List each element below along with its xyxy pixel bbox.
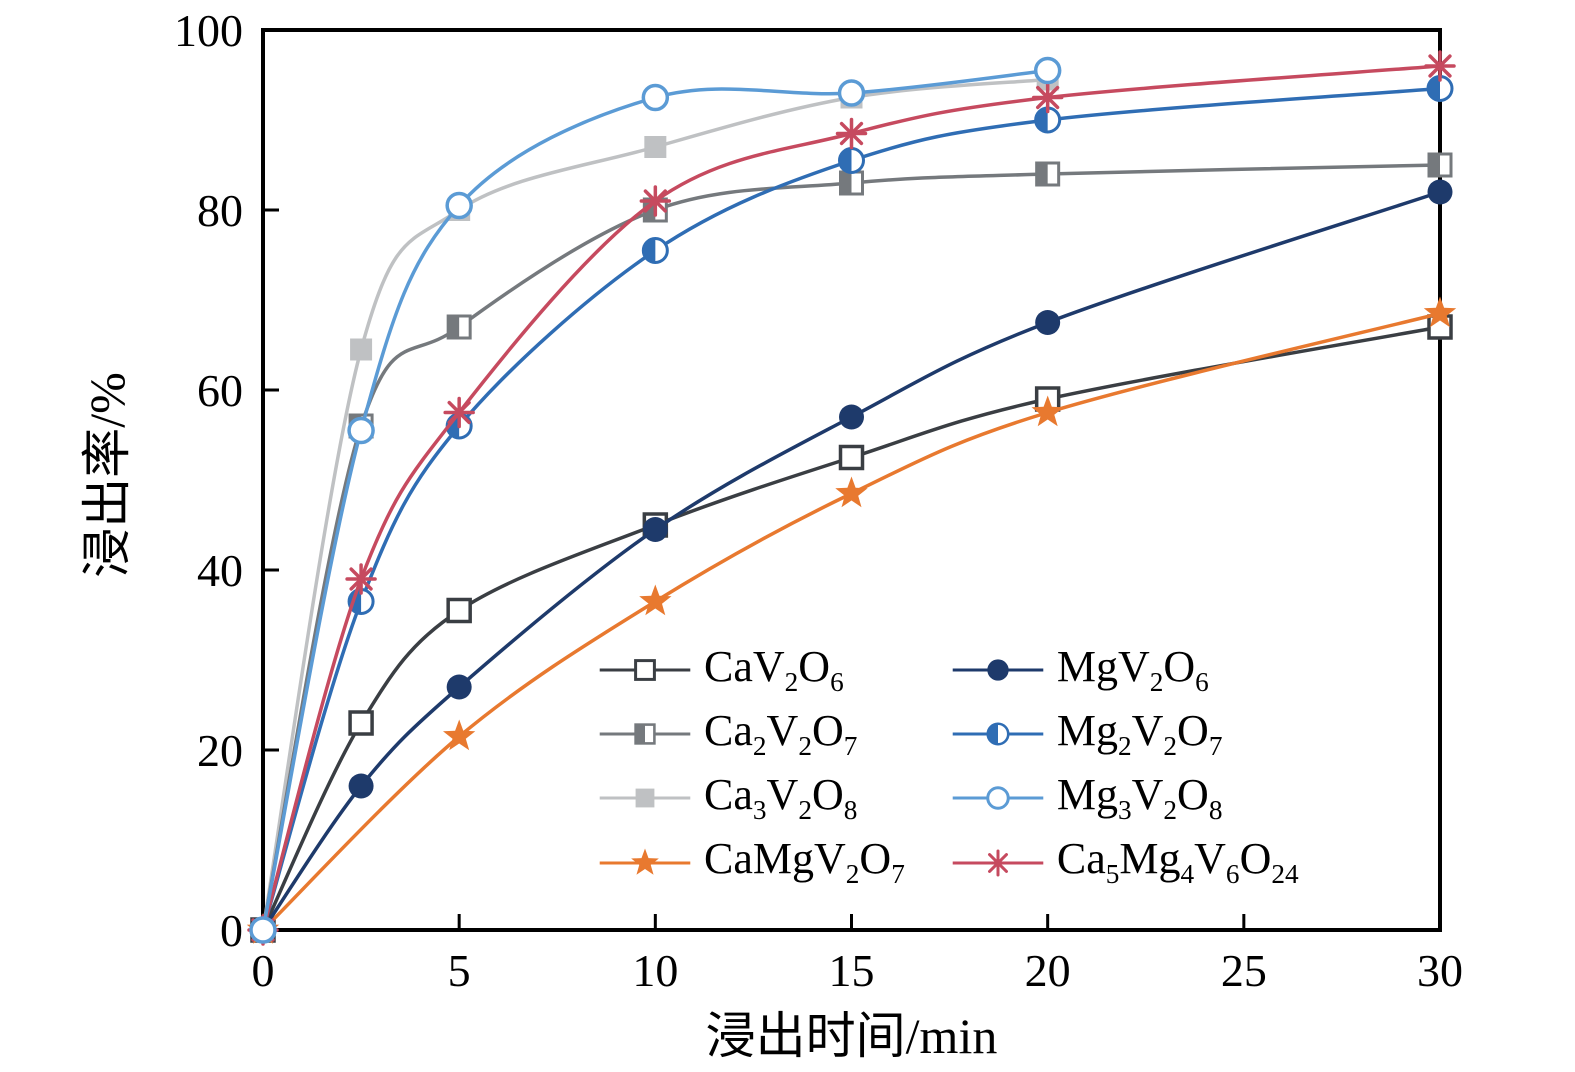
asterisk-marker-icon	[835, 117, 868, 150]
asterisk-marker-icon	[443, 396, 475, 429]
y-tick-label: 100	[174, 5, 243, 56]
y-tick-label: 20	[197, 725, 243, 776]
x-tick-label: 5	[448, 945, 471, 996]
asterisk-marker-icon	[1031, 81, 1064, 114]
open-circle-marker-icon	[347, 416, 375, 445]
asterisk-marker-icon	[1424, 50, 1456, 82]
x-tick-label: 0	[252, 945, 275, 996]
open-circle-marker-icon	[837, 79, 866, 107]
half-square-marker-icon	[1427, 152, 1453, 178]
filled-circle-marker-icon	[446, 674, 472, 700]
legend-label: MgV2O6	[1056, 642, 1209, 697]
filled-circle-marker-icon	[1035, 310, 1061, 335]
legend-label: Ca5Mg4V6O24	[1056, 834, 1299, 890]
filled-circle-marker-icon	[642, 517, 668, 542]
open-circle-marker-icon	[249, 916, 277, 944]
half-circle-marker-icon	[641, 237, 669, 264]
open-square-marker-icon	[348, 710, 374, 736]
legend-marker-icon	[599, 723, 691, 745]
star-marker-icon	[443, 719, 476, 751]
open-circle-marker-icon	[641, 83, 670, 112]
asterisk-marker-icon	[345, 563, 377, 595]
legend-marker-icon	[599, 659, 691, 681]
legend-label: Ca3V2O8	[704, 770, 858, 826]
open-square-marker-icon	[634, 659, 656, 681]
legend-marker-icon	[952, 722, 1044, 746]
star-marker-icon	[1031, 395, 1064, 427]
open-square-marker-icon	[838, 444, 865, 471]
series-line-CaMgV2O7	[261, 311, 1441, 932]
legend-label: Mg2V2O7	[1056, 706, 1223, 761]
x-tick-label: 15	[829, 945, 875, 996]
open-circle-marker-icon	[445, 191, 473, 220]
legend-marker-icon	[952, 786, 1044, 811]
legend-marker-icon	[599, 788, 691, 808]
y-tick-label: 80	[197, 185, 243, 236]
half-square-marker-icon	[634, 723, 656, 745]
y-tick-label: 60	[197, 365, 243, 416]
legend-item-Ca5Mg4V6O24: Ca5Mg4V6O24	[951, 834, 1299, 890]
half-square-marker-icon	[1035, 161, 1061, 187]
legend-label: CaMgV2O7	[704, 834, 905, 890]
legend-item-CaMgV2O7: CaMgV2O7	[598, 834, 905, 890]
filled-circle-marker-icon	[1427, 179, 1453, 205]
legend-label: Ca2V2O7	[704, 706, 858, 761]
legend-item-MgV2O6: MgV2O6	[951, 642, 1299, 698]
legend-item-Ca2V2O7: Ca2V2O7	[598, 706, 905, 762]
x-axis-label: 浸出时间/min	[705, 1008, 998, 1064]
half-circle-marker-icon	[986, 722, 1010, 746]
filled-square-marker-icon	[644, 136, 667, 158]
y-tick-label: 0	[220, 905, 243, 956]
legend-item-CaV2O6: CaV2O6	[598, 642, 905, 698]
star-marker-icon	[835, 476, 868, 508]
x-tick-label: 10	[632, 945, 678, 996]
half-square-marker-icon	[839, 170, 864, 196]
filled-circle-marker-icon	[839, 404, 864, 430]
legend-item-Mg2V2O7: Mg2V2O7	[951, 706, 1299, 762]
x-tick-label: 20	[1025, 945, 1071, 996]
legend: CaV2O6 MgV2O6 Ca2V2O7 Mg2V2O7 Ca3V2O8 Mg3V2O8…	[598, 642, 1299, 891]
star-marker-icon	[631, 848, 659, 875]
y-axis-label: 浸出率/%	[79, 372, 135, 578]
y-tick-label: 40	[197, 545, 243, 596]
filled-circle-marker-icon	[348, 773, 374, 799]
x-tick-label: 25	[1221, 945, 1267, 996]
legend-label: Mg3V2O8	[1056, 770, 1223, 826]
legend-label: CaV2O6	[704, 642, 844, 697]
open-circle-marker-icon	[986, 786, 1010, 811]
legend-marker-icon	[952, 659, 1044, 681]
legend-marker-icon	[599, 848, 691, 875]
half-circle-marker-icon	[1426, 75, 1454, 102]
x-tick-label: 30	[1417, 945, 1463, 996]
star-marker-icon	[639, 584, 672, 616]
half-circle-marker-icon	[838, 147, 865, 174]
legend-item-Mg3V2O8: Mg3V2O8	[951, 770, 1299, 826]
legend-item-Ca3V2O8: Ca3V2O8	[598, 770, 905, 826]
filled-square-marker-icon	[635, 788, 655, 808]
asterisk-marker-icon	[639, 185, 672, 217]
filled-square-marker-icon	[350, 338, 373, 361]
half-square-marker-icon	[446, 314, 472, 340]
star-marker-icon	[1423, 296, 1457, 328]
open-circle-marker-icon	[1033, 56, 1062, 85]
asterisk-marker-icon	[984, 849, 1012, 877]
legend-marker-icon	[952, 849, 1044, 877]
filled-circle-marker-icon	[987, 659, 1009, 681]
open-square-marker-icon	[446, 597, 472, 624]
